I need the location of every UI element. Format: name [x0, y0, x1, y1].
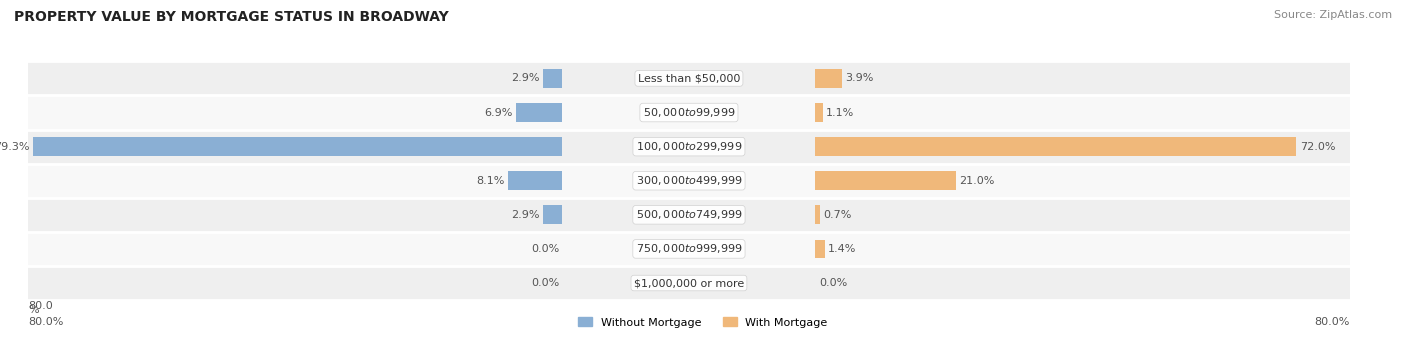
Text: $500,000 to $749,999: $500,000 to $749,999 [636, 208, 742, 221]
Bar [28, 130, 562, 164]
Bar [815, 205, 820, 224]
Bar [543, 205, 562, 224]
Text: 0.0%: 0.0% [531, 244, 560, 254]
Bar [815, 0, 823, 181]
Bar [815, 181, 823, 341]
Bar [562, 181, 815, 341]
Bar [28, 0, 35, 181]
Bar [28, 266, 562, 300]
Bar [815, 137, 1296, 156]
Bar [28, 198, 562, 232]
Bar [28, 181, 35, 341]
Text: $100,000 to $299,999: $100,000 to $299,999 [636, 140, 742, 153]
Text: 2.9%: 2.9% [512, 73, 540, 84]
Text: Source: ZipAtlas.com: Source: ZipAtlas.com [1274, 10, 1392, 20]
Bar [516, 103, 562, 122]
Bar [815, 164, 1350, 198]
Text: 3.9%: 3.9% [845, 73, 873, 84]
Text: 80.0%: 80.0% [28, 317, 63, 327]
Bar [815, 232, 1350, 266]
Bar [562, 164, 815, 198]
Bar [815, 266, 1350, 300]
Bar [562, 130, 815, 164]
Bar [562, 95, 815, 130]
Bar [815, 69, 842, 88]
Text: 8.1%: 8.1% [477, 176, 505, 186]
Text: 1.1%: 1.1% [827, 107, 855, 118]
Bar [28, 232, 562, 266]
Text: %: % [28, 305, 39, 315]
Text: $300,000 to $499,999: $300,000 to $499,999 [636, 174, 742, 187]
Text: $1,000,000 or more: $1,000,000 or more [634, 278, 744, 288]
Bar [815, 61, 1350, 95]
Bar [815, 239, 825, 258]
Text: 72.0%: 72.0% [1299, 142, 1336, 152]
Text: 1.4%: 1.4% [828, 244, 856, 254]
Text: 2.9%: 2.9% [512, 210, 540, 220]
Text: 0.7%: 0.7% [824, 210, 852, 220]
Text: 6.9%: 6.9% [485, 107, 513, 118]
Bar [815, 198, 1350, 232]
Text: 21.0%: 21.0% [959, 176, 994, 186]
Bar [562, 61, 815, 95]
Text: 79.3%: 79.3% [0, 142, 30, 152]
Bar [28, 61, 562, 95]
Legend: Without Mortgage, With Mortgage: Without Mortgage, With Mortgage [574, 313, 832, 332]
Bar [32, 137, 562, 156]
Bar [509, 172, 562, 190]
Bar [28, 95, 562, 130]
Bar [562, 232, 815, 266]
Text: 0.0%: 0.0% [818, 278, 846, 288]
Bar [28, 164, 562, 198]
Text: 80.0%: 80.0% [1315, 317, 1350, 327]
Bar [815, 95, 1350, 130]
Bar [562, 0, 815, 181]
Bar [815, 130, 1350, 164]
Text: $50,000 to $99,999: $50,000 to $99,999 [643, 106, 735, 119]
Bar [815, 172, 956, 190]
Text: 80.0: 80.0 [28, 301, 53, 311]
Text: $750,000 to $999,999: $750,000 to $999,999 [636, 242, 742, 255]
Bar [562, 198, 815, 232]
Text: PROPERTY VALUE BY MORTGAGE STATUS IN BROADWAY: PROPERTY VALUE BY MORTGAGE STATUS IN BRO… [14, 10, 449, 24]
Text: Less than $50,000: Less than $50,000 [638, 73, 740, 84]
Bar [815, 103, 823, 122]
Bar [543, 69, 562, 88]
Bar [562, 266, 815, 300]
Text: 0.0%: 0.0% [531, 278, 560, 288]
